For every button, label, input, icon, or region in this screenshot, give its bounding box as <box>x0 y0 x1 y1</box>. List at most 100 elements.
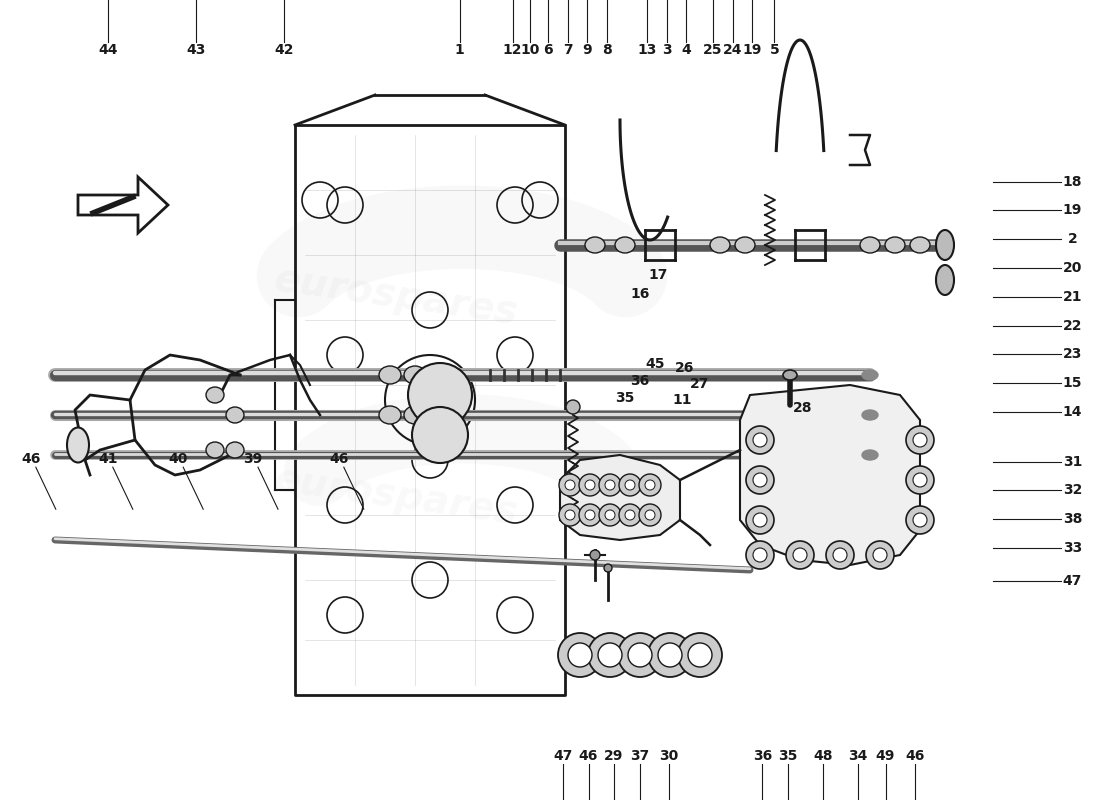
Text: 46: 46 <box>579 749 598 763</box>
Text: 21: 21 <box>1063 290 1082 304</box>
Circle shape <box>639 474 661 496</box>
Circle shape <box>604 564 612 572</box>
Circle shape <box>565 480 575 490</box>
Ellipse shape <box>735 237 755 253</box>
Circle shape <box>605 510 615 520</box>
Text: 49: 49 <box>876 749 895 763</box>
Circle shape <box>754 473 767 487</box>
Circle shape <box>746 466 774 494</box>
Polygon shape <box>740 385 920 565</box>
Circle shape <box>619 504 641 526</box>
Ellipse shape <box>710 237 730 253</box>
Circle shape <box>585 480 595 490</box>
Text: 46: 46 <box>905 749 925 763</box>
Circle shape <box>628 643 652 667</box>
Circle shape <box>746 541 774 569</box>
Text: 46: 46 <box>21 452 41 466</box>
Text: 18: 18 <box>1063 174 1082 189</box>
Circle shape <box>639 504 661 526</box>
Text: 36: 36 <box>752 749 772 763</box>
Circle shape <box>645 510 654 520</box>
Circle shape <box>913 513 927 527</box>
Circle shape <box>648 633 692 677</box>
Ellipse shape <box>886 237 905 253</box>
Text: 15: 15 <box>1063 376 1082 390</box>
Text: eurospares: eurospares <box>272 260 520 332</box>
Text: 5: 5 <box>770 42 779 57</box>
Ellipse shape <box>783 370 798 380</box>
Text: 16: 16 <box>630 287 650 302</box>
Text: 17: 17 <box>648 268 668 282</box>
Text: 43: 43 <box>186 42 206 57</box>
Circle shape <box>754 513 767 527</box>
Circle shape <box>906 506 934 534</box>
Text: 10: 10 <box>520 42 540 57</box>
Circle shape <box>579 504 601 526</box>
Text: 42: 42 <box>274 42 294 57</box>
Circle shape <box>598 643 622 667</box>
Circle shape <box>786 541 814 569</box>
Circle shape <box>619 474 641 496</box>
Ellipse shape <box>206 442 224 458</box>
Circle shape <box>412 407 468 463</box>
Ellipse shape <box>615 237 635 253</box>
Text: 37: 37 <box>630 749 650 763</box>
Text: 13: 13 <box>637 42 657 57</box>
Circle shape <box>590 550 600 560</box>
Text: 12: 12 <box>503 42 522 57</box>
Ellipse shape <box>860 237 880 253</box>
Circle shape <box>873 548 887 562</box>
Text: 11: 11 <box>672 393 692 407</box>
Circle shape <box>568 643 592 667</box>
Circle shape <box>754 433 767 447</box>
Circle shape <box>833 548 847 562</box>
Circle shape <box>746 426 774 454</box>
Ellipse shape <box>910 237 930 253</box>
Circle shape <box>913 433 927 447</box>
Ellipse shape <box>404 366 426 384</box>
Text: 9: 9 <box>583 42 592 57</box>
Text: 41: 41 <box>98 452 118 466</box>
Ellipse shape <box>379 366 401 384</box>
Text: 24: 24 <box>723 42 743 57</box>
Text: 45: 45 <box>646 357 666 371</box>
Circle shape <box>625 510 635 520</box>
Ellipse shape <box>862 450 878 460</box>
Text: 35: 35 <box>778 749 798 763</box>
Text: 36: 36 <box>630 374 650 388</box>
Circle shape <box>605 480 615 490</box>
Ellipse shape <box>404 406 426 424</box>
Text: 44: 44 <box>98 42 118 57</box>
Circle shape <box>906 466 934 494</box>
Circle shape <box>588 633 632 677</box>
Circle shape <box>600 504 621 526</box>
Text: 33: 33 <box>1063 541 1082 555</box>
Circle shape <box>559 474 581 496</box>
Text: 48: 48 <box>813 749 833 763</box>
Text: 8: 8 <box>603 42 612 57</box>
Text: 38: 38 <box>1063 512 1082 526</box>
Circle shape <box>566 400 580 414</box>
Text: 14: 14 <box>1063 405 1082 419</box>
Text: 2: 2 <box>1068 232 1077 246</box>
Text: 47: 47 <box>553 749 573 763</box>
Text: 20: 20 <box>1063 261 1082 275</box>
Ellipse shape <box>585 237 605 253</box>
Ellipse shape <box>862 410 878 420</box>
Circle shape <box>866 541 894 569</box>
Text: 39: 39 <box>243 452 263 466</box>
Text: 19: 19 <box>742 42 762 57</box>
Circle shape <box>408 363 472 427</box>
Ellipse shape <box>206 387 224 403</box>
Text: 32: 32 <box>1063 483 1082 498</box>
Circle shape <box>746 506 774 534</box>
Text: 7: 7 <box>563 42 572 57</box>
Ellipse shape <box>862 370 878 380</box>
Polygon shape <box>560 455 680 540</box>
Text: 3: 3 <box>662 42 671 57</box>
Circle shape <box>645 480 654 490</box>
Text: 27: 27 <box>690 377 710 391</box>
Circle shape <box>658 643 682 667</box>
Circle shape <box>826 541 854 569</box>
Circle shape <box>559 504 581 526</box>
